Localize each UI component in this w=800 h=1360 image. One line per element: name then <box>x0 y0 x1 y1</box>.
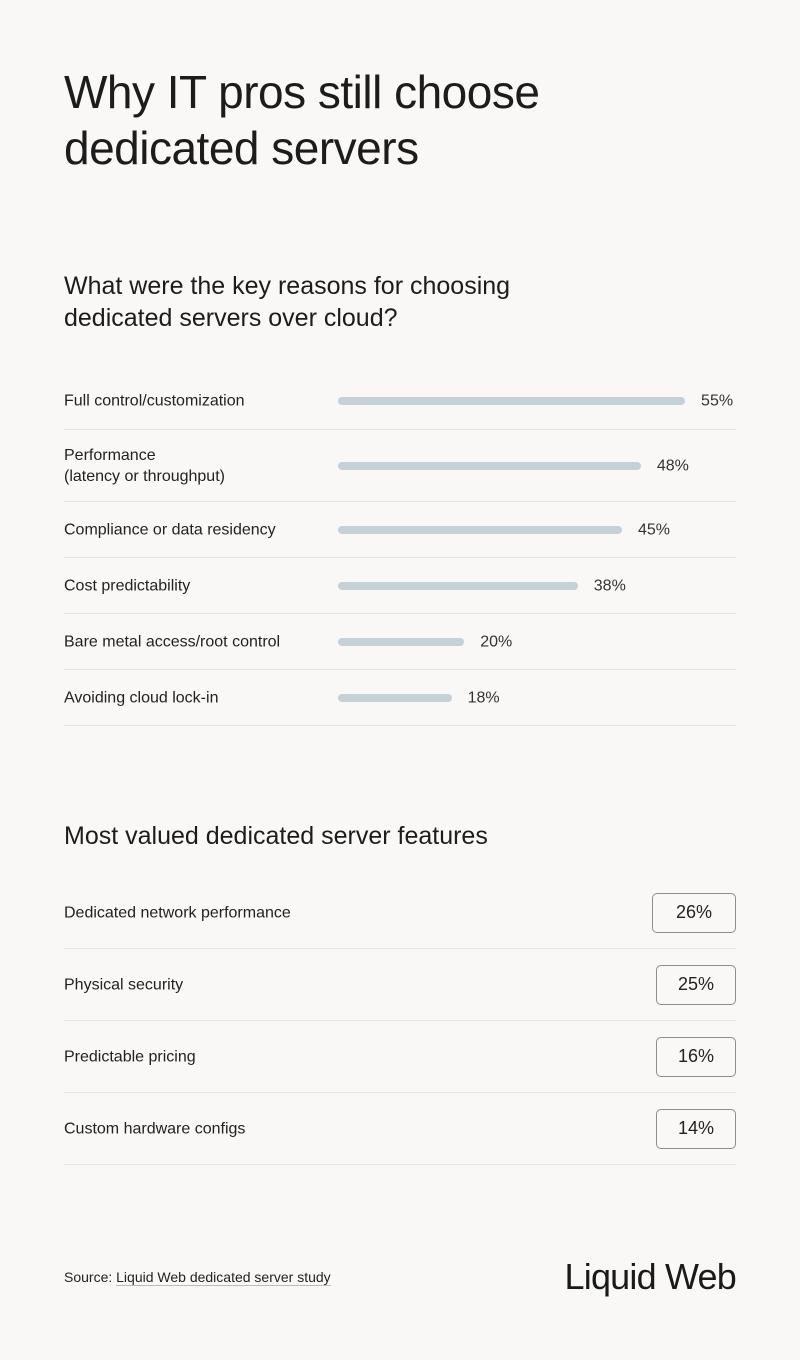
reason-row: Cost predictability 38% <box>64 558 736 614</box>
reason-label: Performance (latency or throughput) <box>64 446 225 485</box>
reason-bar <box>338 461 641 470</box>
feature-value-badge: 26% <box>652 892 736 933</box>
reason-row: Performance (latency or throughput) 48% <box>64 430 736 502</box>
reason-bar <box>338 581 578 590</box>
reason-bar <box>338 693 452 702</box>
reasons-bar-chart: Full control/customization 55% Performance… <box>64 373 736 726</box>
reason-row: Bare metal access/root control 20% <box>64 614 736 670</box>
reason-row: Avoiding cloud lock-in 18% <box>64 670 736 726</box>
feature-label: Predictable pricing <box>64 1048 196 1065</box>
reason-label: Bare metal access/root control <box>64 633 281 650</box>
reason-row: Compliance or data residency 45% <box>64 502 736 558</box>
reason-bar <box>338 637 465 646</box>
reason-label: Cost predictability <box>64 577 191 594</box>
reason-bar <box>338 397 686 405</box>
reason-row: Full control/customization 55% <box>64 373 736 430</box>
reason-value-label: 38% <box>593 577 626 594</box>
page-title: Why IT pros still choose dedicated serve… <box>64 66 540 174</box>
reason-value-label: 45% <box>637 521 670 538</box>
features-title: Most valued dedicated server features <box>64 822 488 850</box>
reason-bar <box>338 525 622 534</box>
feature-label: Custom hardware configs <box>64 1120 246 1137</box>
reason-value-label: 18% <box>467 689 500 706</box>
source-note: Source: Liquid Web dedicated server stud… <box>64 1269 331 1286</box>
feature-row: Physical security 25% <box>64 949 736 1021</box>
liquid-web-logo: Liquid Web <box>564 1256 737 1297</box>
feature-label: Dedicated network performance <box>64 904 291 921</box>
feature-row: Custom hardware configs 14% <box>64 1093 736 1165</box>
feature-label: Physical security <box>64 976 184 993</box>
reason-value-label: 55% <box>701 392 734 410</box>
reason-value-label: 20% <box>480 633 513 650</box>
reason-label: Compliance or data residency <box>64 521 276 538</box>
features-list: Dedicated network performance 26% Physical… <box>64 877 736 1165</box>
feature-value-badge: 25% <box>656 964 736 1005</box>
feature-value-badge: 16% <box>656 1036 736 1077</box>
reason-label: Full control/customization <box>64 392 245 410</box>
reasons-chart-title: What were the key reasons for choosing d… <box>64 272 511 332</box>
feature-row: Dedicated network performance 26% <box>64 877 736 949</box>
source-prefix: Source: <box>64 1269 117 1285</box>
feature-value-badge: 14% <box>656 1108 736 1149</box>
source-link[interactable]: Liquid Web dedicated server study <box>116 1269 331 1286</box>
feature-row: Predictable pricing 16% <box>64 1021 736 1093</box>
reason-label: Avoiding cloud lock-in <box>64 689 219 706</box>
reason-value-label: 48% <box>656 457 689 474</box>
